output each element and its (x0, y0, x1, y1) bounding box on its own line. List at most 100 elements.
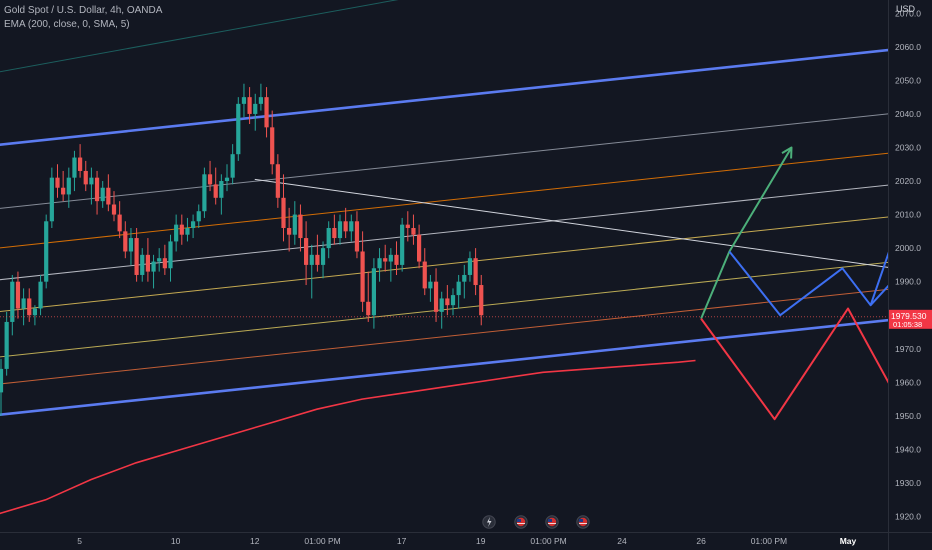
candle-body (83, 170, 88, 185)
candle (360, 231, 365, 312)
candle (309, 244, 314, 299)
candle (61, 170, 66, 202)
candle-body (100, 187, 105, 202)
candle-body (145, 254, 150, 272)
candle (106, 174, 111, 212)
candle-body (298, 214, 303, 239)
candle-body (162, 258, 167, 269)
symbol-title[interactable]: Gold Spot / U.S. Dollar, 4h, OANDA (4, 5, 163, 16)
candle (292, 201, 297, 245)
candle-body (281, 197, 286, 228)
candle-body (191, 221, 196, 228)
candle (400, 217, 405, 272)
time-tick-label: 17 (397, 536, 407, 546)
candle-body (49, 177, 54, 222)
candle-body (94, 177, 100, 202)
candle-body (174, 224, 179, 242)
price-badge-bg (889, 309, 932, 329)
candle-body (128, 238, 134, 252)
time-tick-label: 5 (77, 536, 82, 546)
price-tick-label: 2020.0 (895, 176, 921, 186)
time-tick-label: 10 (171, 536, 181, 546)
price-tick-label: 1960.0 (895, 377, 921, 387)
candle (157, 248, 162, 272)
candle (94, 170, 100, 215)
time-tick-label: 12 (250, 536, 260, 546)
candle-body (253, 103, 258, 114)
candle (100, 181, 105, 208)
candle-body (354, 221, 360, 252)
candle-body (433, 281, 439, 312)
candle-body (185, 227, 190, 235)
time-tick-label: 01:00 PM (304, 536, 340, 546)
candle-body (179, 224, 184, 235)
projection-red-arrow (700, 307, 888, 421)
candle (15, 271, 21, 319)
candle (202, 167, 207, 218)
candle (191, 214, 196, 239)
candle (83, 160, 88, 192)
candle (450, 288, 456, 316)
price-tick-label: 1950.0 (895, 411, 921, 421)
candle (32, 305, 37, 326)
time-tick-label: 24 (617, 536, 627, 546)
time-tick-label: 01:00 PM (530, 536, 566, 546)
candle-body (247, 97, 252, 114)
candle (10, 274, 15, 336)
candle (230, 144, 235, 185)
candle-body (224, 177, 230, 182)
candle (78, 144, 83, 178)
candle (162, 244, 167, 275)
candle-body (117, 214, 122, 232)
candle-body (196, 211, 201, 222)
us-flag-icon (545, 515, 559, 529)
candle (241, 83, 247, 118)
candle-body (383, 258, 388, 262)
price-tick-label: 2030.0 (895, 142, 921, 152)
candle (123, 221, 128, 259)
candle-body (422, 261, 427, 289)
candle-body (439, 298, 444, 312)
chart-legend: Gold Spot / U.S. Dollar, 4h, OANDA EMA (… (4, 4, 162, 32)
candle (49, 167, 54, 228)
candle (44, 214, 49, 289)
candles (0, 83, 484, 416)
candle (72, 150, 77, 192)
ema-indicator-label[interactable]: EMA (200, close, 0, SMA, 5) (4, 19, 130, 30)
fib-line-0-618 (0, 216, 888, 313)
price-tick-label: 2070.0 (895, 8, 921, 18)
candle-body (394, 254, 399, 265)
candle-body (366, 301, 371, 316)
projection-green-arrow-head (781, 146, 793, 159)
candle-body (450, 295, 456, 306)
candle (479, 274, 484, 326)
candle-body (292, 214, 297, 235)
candle (4, 311, 9, 376)
candle-body (61, 187, 66, 195)
candle (185, 217, 190, 242)
candle-body (456, 281, 461, 296)
candle (236, 97, 241, 161)
candle-body (388, 254, 393, 262)
candle-body (157, 258, 162, 262)
candle-body (55, 177, 60, 188)
candle-body (343, 221, 348, 232)
us-flag-icon (514, 515, 528, 529)
fib-line-0-886 (0, 288, 888, 385)
candle-body (326, 227, 331, 249)
candle (66, 167, 71, 208)
candle-body (21, 298, 26, 309)
candle-body (405, 224, 410, 228)
candle-body (151, 261, 156, 272)
candle-body (66, 177, 71, 195)
price-tick-label: 2010.0 (895, 210, 921, 220)
time-axis: 5 10 12 01:00 PM 17 19 01:00 PM 24 26 01:00 PM May (77, 536, 856, 546)
candle-body (275, 164, 280, 198)
candle-body (168, 241, 173, 269)
candle-body (89, 177, 94, 185)
candle-body (219, 181, 224, 198)
candle-body (270, 127, 275, 165)
candle (433, 268, 439, 322)
candle (145, 238, 150, 282)
